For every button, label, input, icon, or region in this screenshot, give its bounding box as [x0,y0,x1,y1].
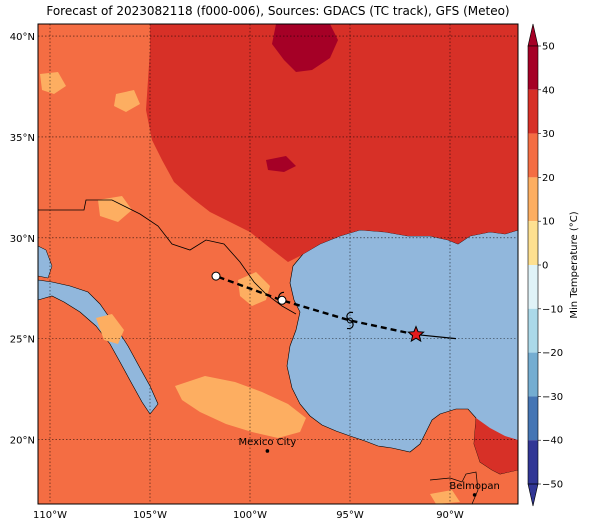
colorbar-tick-label: −50 [542,480,563,491]
colorbar-tick-label: 10 [542,217,555,228]
longitude-tick-label: 100°W [233,510,267,521]
latitude-tick-label: 25°N [10,335,35,346]
longitude-tick-label: 105°W [133,510,167,521]
past-track-line [415,333,457,340]
city-label: Belmopan [449,481,499,492]
colorbar-segment [528,265,538,309]
colorbar-tick-label: 40 [542,85,555,96]
colorbar-max-extend [527,23,539,47]
colorbar-tick-label: 20 [542,173,555,184]
colorbar-label: Min Temperature (°C) [569,211,580,318]
map-frame [37,23,519,505]
tropical-storm-symbol-icon [346,311,354,330]
colorbar-tick-label: −30 [542,392,563,403]
colorbar-tick-label: 0 [542,261,548,272]
cool-temperature-zone [114,90,140,112]
forecast-track-line [215,274,417,336]
current-position-star-icon [407,325,425,343]
longitude-tick-label: 90°W [436,510,464,521]
forecast-point-icon [277,295,287,305]
cool-temperature-zone [98,196,132,222]
cyclone-track [211,271,457,343]
cool-temperature-zone [175,376,306,438]
us-mexico-border [38,199,297,315]
longitude-labels: 110°W 105°W 100°W 95°W 90°W [33,510,464,521]
hottest-temperature-spot [266,156,296,172]
colorbar-tick-label: 30 [542,129,555,140]
map-area: Mexico City Belmopan [38,24,518,504]
cool-temperature-zone [430,490,460,504]
hot-temperature-zone-east [474,418,518,474]
colorbar-tick-label: −40 [542,436,563,447]
colorbar-segment [528,89,538,134]
latitude-tick-label: 20°N [10,435,35,446]
colorbar-segment [528,177,538,222]
cool-temperature-zone [96,314,124,344]
city-label: Mexico City [239,437,297,448]
colorbar-segment [528,396,538,441]
gridlines [38,24,518,504]
longitude-tick-label: 95°W [336,510,364,521]
colorbar-segment [528,440,538,484]
colorbar-segment [528,221,538,265]
guatemala-border [429,471,479,504]
colorbar-segment [528,46,538,90]
cool-temperature-zone [238,272,270,306]
colorbar-tick-label: 50 [542,42,555,53]
latitude-tick-label: 30°N [10,234,35,245]
colorbar-segment [528,352,538,397]
cool-temperature-zone [40,72,66,94]
forecast-point-icon [211,271,221,281]
city-dot-icon [472,493,477,497]
gulf-of-california [38,245,53,279]
storm-center-icon [347,317,353,324]
colorbar: 50 40 30 20 10 0 −10 −20 −30 −40 −50 [527,23,563,507]
longitude-tick-label: 110°W [33,510,67,521]
latitude-tick-label: 35°N [10,133,35,144]
colorbar-segment [528,308,538,353]
colorbar-segment [528,133,538,178]
hot-temperature-zone [146,24,518,262]
latitude-labels: 40°N 35°N 30°N 25°N 20°N [10,32,35,446]
colorbar-min-extend [527,483,539,507]
city-dot-icon [265,449,270,453]
latitude-tick-label: 40°N [10,32,35,43]
colorbar-tick-label: −20 [542,348,563,359]
map-title: Forecast of 2023082118 (f000-006), Sourc… [46,4,510,18]
city-markers: Mexico City Belmopan [239,437,500,497]
colorbar-tick-label: −10 [542,304,563,315]
